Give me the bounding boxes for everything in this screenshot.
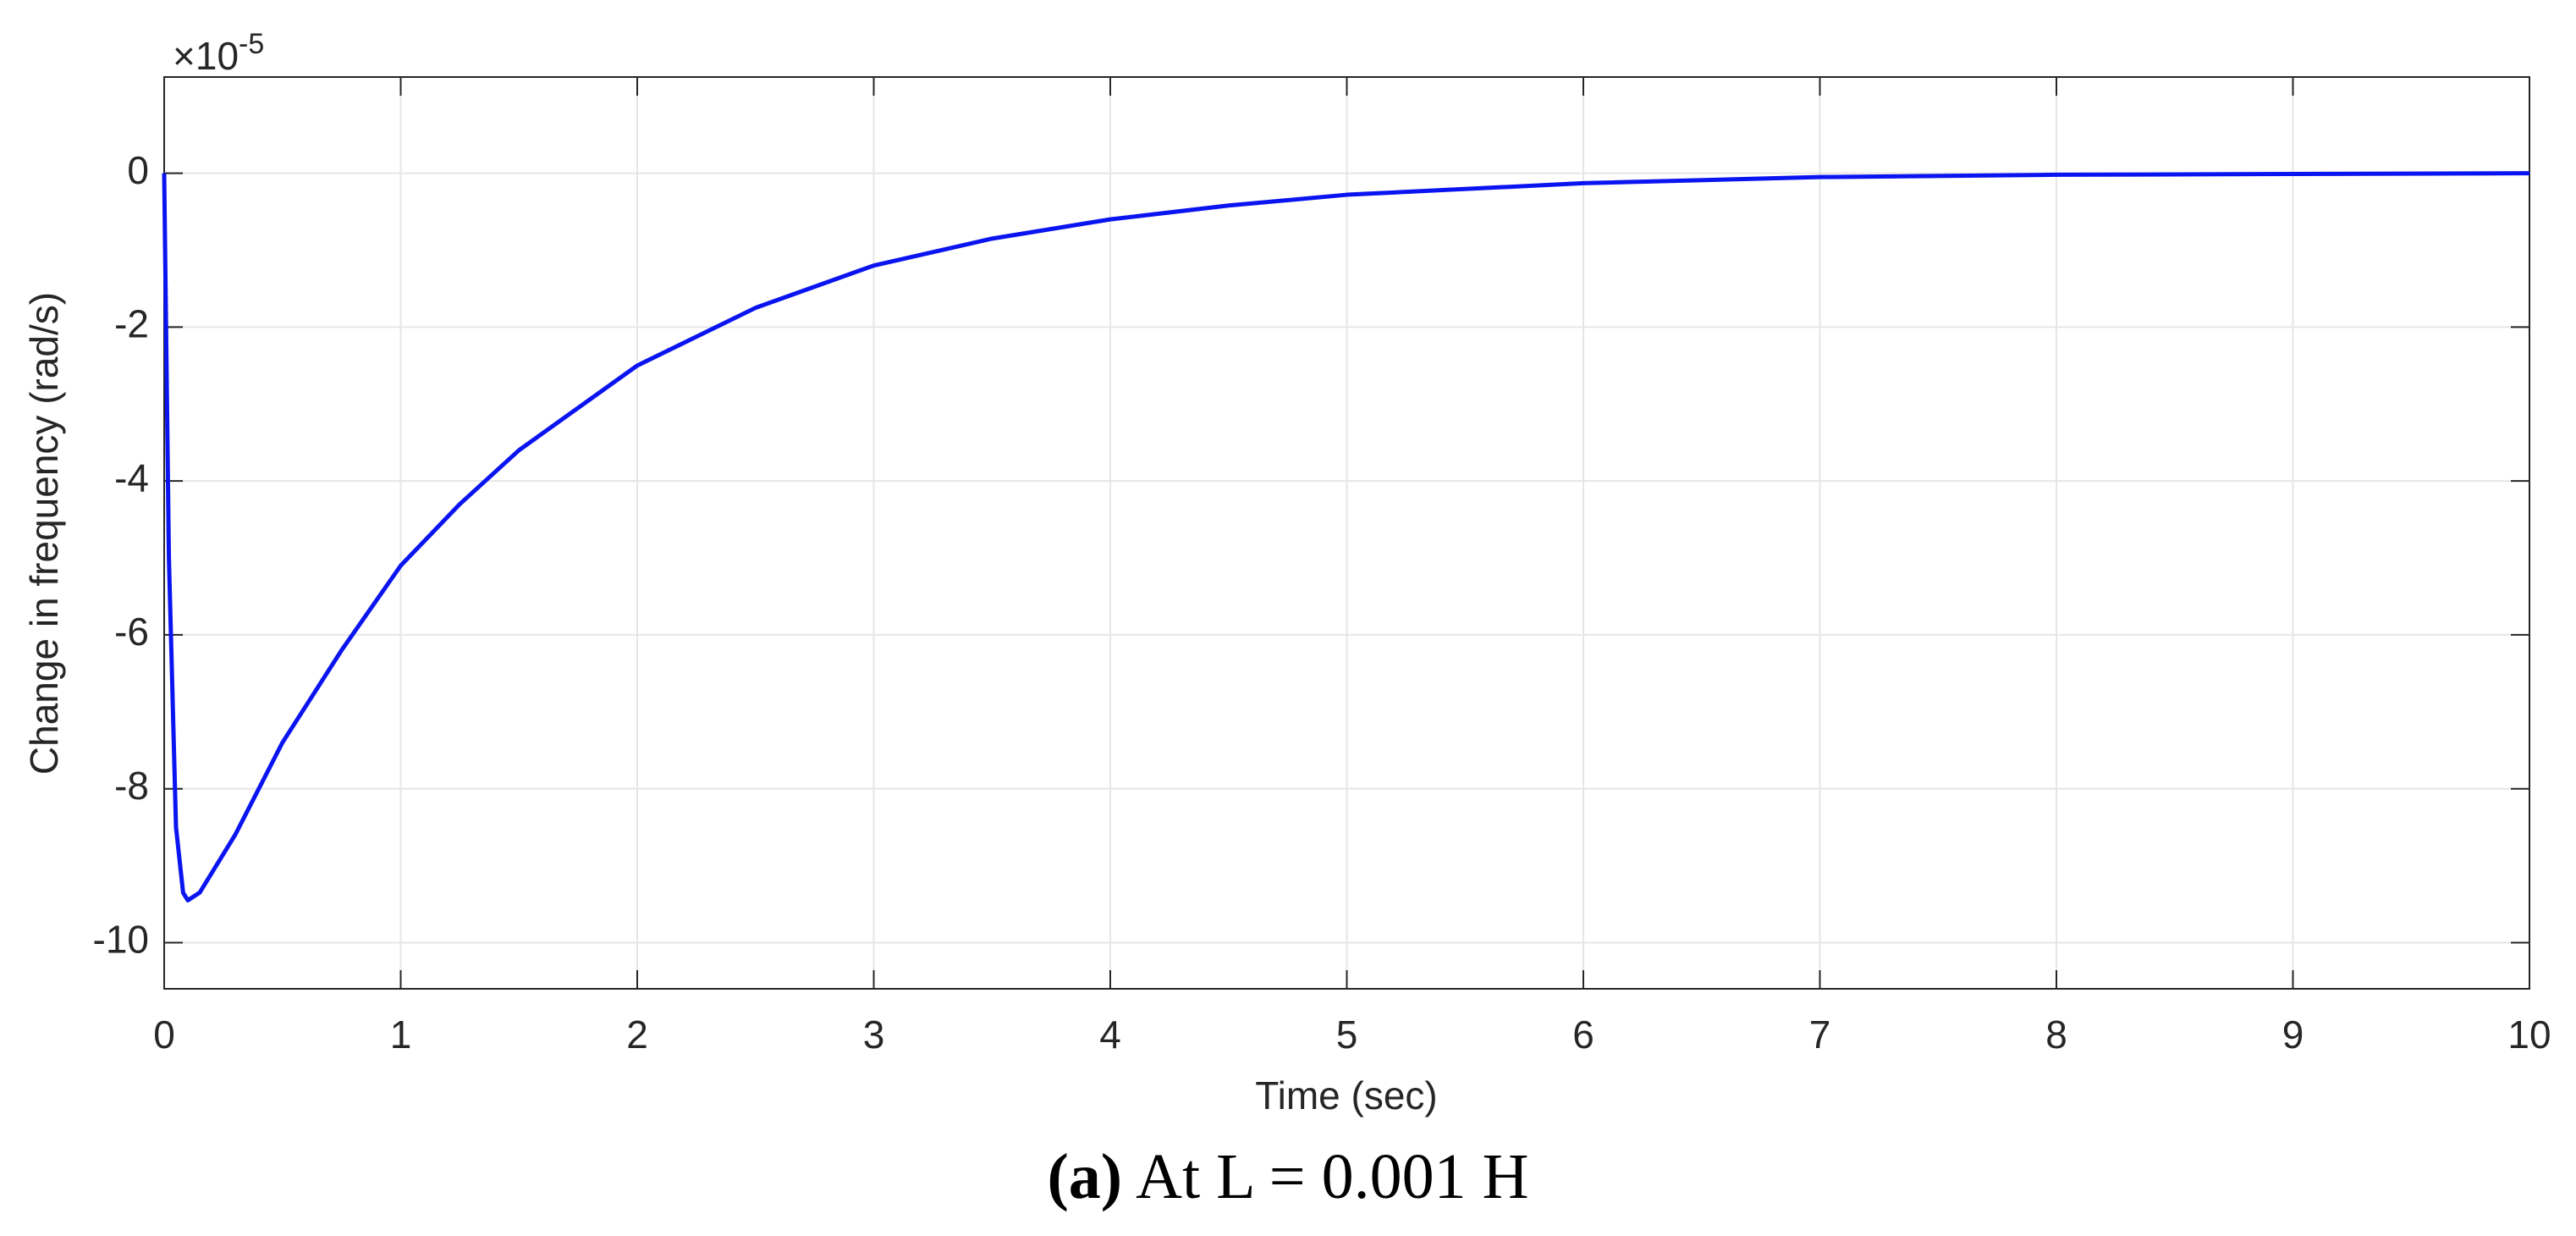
- x-tick-label: 6: [1572, 1013, 1594, 1057]
- caption: (a) At L = 0.001 H: [1048, 1141, 1529, 1212]
- x-tick-label: 2: [626, 1013, 648, 1057]
- x-tick-label: 4: [1099, 1013, 1121, 1057]
- data-line: [162, 171, 2530, 902]
- y-tick-label: -10: [93, 918, 149, 962]
- y-tick-label: 0: [127, 148, 149, 192]
- y-tick-label: -8: [114, 764, 149, 808]
- x-tick-label: 3: [863, 1013, 885, 1057]
- caption-text: At L = 0.001 H: [1136, 1141, 1528, 1212]
- x-tick-label: 1: [390, 1013, 412, 1057]
- y-multiplier-base: ×10: [173, 34, 239, 78]
- x-tick-label: 5: [1336, 1013, 1358, 1057]
- y-multiplier: ×10-5: [173, 28, 264, 78]
- axes-box: [163, 76, 2530, 990]
- x-tick-label: 9: [2282, 1013, 2304, 1057]
- y-tick-label: -6: [114, 610, 149, 654]
- caption-label: (a): [1048, 1141, 1123, 1212]
- y-tick-label: -4: [114, 455, 149, 499]
- x-tick-label: 10: [2507, 1013, 2551, 1057]
- x-tick-label: 7: [1809, 1013, 1831, 1057]
- y-axis-label: Change in frequency (rad/s): [22, 292, 66, 775]
- x-tick-label: 8: [2045, 1013, 2067, 1057]
- y-tick-label: -2: [114, 302, 149, 346]
- x-axis-label: Time (sec): [1255, 1073, 1438, 1117]
- y-multiplier-exponent: -5: [239, 28, 264, 60]
- x-tick-label: 0: [153, 1013, 175, 1057]
